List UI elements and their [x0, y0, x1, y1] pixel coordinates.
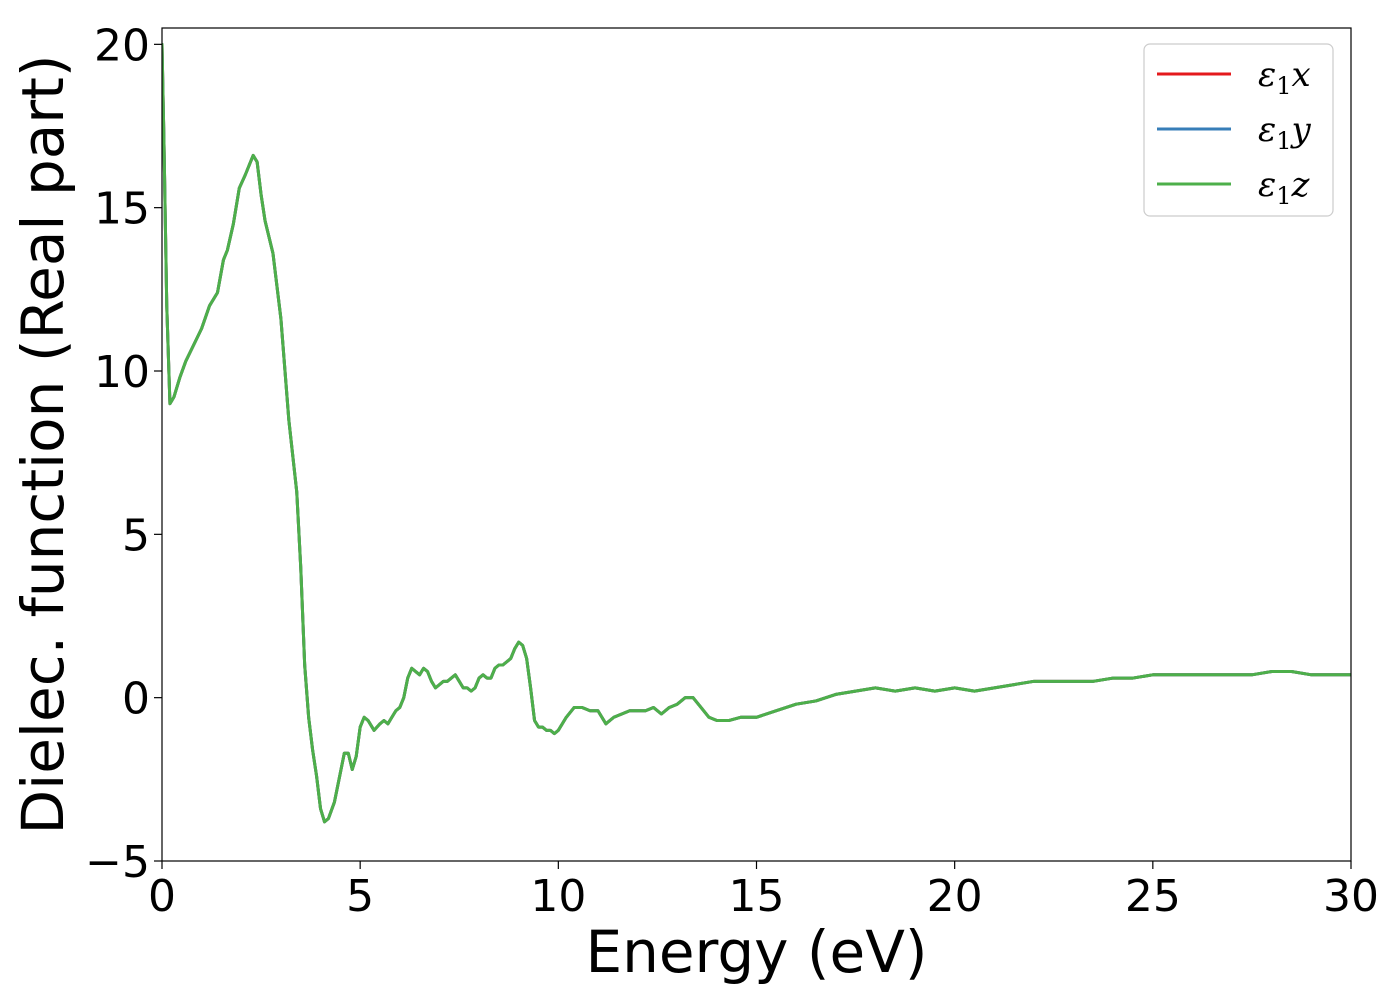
legend-epsilon: ε: [1258, 55, 1276, 95]
x-tick-label: 10: [530, 871, 586, 922]
legend-label: ε1x: [1258, 55, 1311, 100]
legend-component: z: [1291, 165, 1311, 205]
y-tick-label: 0: [122, 674, 150, 725]
legend-label: ε1y: [1258, 110, 1312, 155]
y-tick-label: −5: [85, 837, 150, 888]
x-axis: 0 5 10 15 20 25 30: [148, 861, 1379, 922]
legend-item: ε1z: [1157, 165, 1311, 210]
legend-item: ε1y: [1157, 110, 1312, 155]
legend-item: ε1x: [1157, 55, 1311, 100]
x-tick-label: 0: [148, 871, 176, 922]
x-axis-label: Energy (eV): [585, 918, 927, 986]
legend-component: y: [1290, 110, 1312, 150]
x-tick-label: 30: [1323, 871, 1379, 922]
legend-box: [1143, 43, 1334, 217]
y-tick-label: 15: [94, 184, 150, 235]
series-layer: [162, 42, 1351, 824]
legend-epsilon: ε: [1258, 110, 1276, 150]
x-tick-label: 25: [1125, 871, 1181, 922]
y-axis: −5 0 5 10 15 20: [85, 20, 162, 888]
y-tick-label: 20: [94, 20, 150, 71]
y-tick-label: 10: [94, 347, 150, 398]
x-tick-label: 15: [729, 871, 785, 922]
legend-label: ε1z: [1258, 165, 1311, 210]
legend-epsilon: ε: [1258, 165, 1276, 205]
legend-subscript: 1: [1276, 127, 1291, 155]
legend-component: x: [1292, 55, 1311, 95]
legend-subscript: 1: [1276, 72, 1291, 100]
y-tick-label: 5: [122, 510, 150, 561]
x-tick-label: 20: [927, 871, 983, 922]
legend-subscript: 1: [1276, 182, 1291, 210]
x-tick-label: 5: [346, 871, 374, 922]
series-line-3: [162, 42, 1351, 824]
y-axis-label: Dielec. function (Real part): [9, 54, 77, 834]
